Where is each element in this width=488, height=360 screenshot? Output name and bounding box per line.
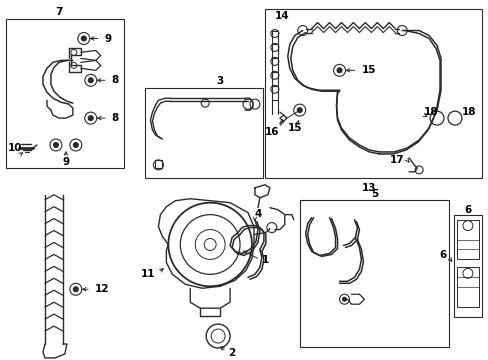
Circle shape — [88, 116, 93, 121]
Text: 8: 8 — [111, 113, 119, 123]
Text: 7: 7 — [55, 6, 62, 17]
Text: 5: 5 — [370, 189, 377, 199]
Text: 14: 14 — [274, 11, 288, 21]
Text: 18: 18 — [423, 107, 437, 117]
Bar — [456, 220, 478, 260]
Circle shape — [88, 78, 93, 83]
Bar — [264, 9, 481, 178]
Circle shape — [81, 36, 86, 41]
Circle shape — [342, 297, 346, 301]
Text: 10: 10 — [8, 143, 22, 153]
Bar — [6, 19, 123, 168]
Text: 9: 9 — [62, 157, 69, 167]
Text: 6: 6 — [439, 251, 446, 260]
Text: 1: 1 — [262, 255, 268, 265]
Text: 9: 9 — [104, 33, 112, 44]
Text: 17: 17 — [389, 155, 404, 165]
Circle shape — [73, 287, 78, 292]
Bar — [453, 215, 481, 317]
Circle shape — [336, 68, 341, 73]
Text: 3: 3 — [216, 76, 224, 86]
Text: 11: 11 — [141, 269, 155, 279]
Text: 6: 6 — [463, 205, 470, 215]
Text: 2: 2 — [227, 348, 235, 358]
Circle shape — [297, 108, 302, 113]
Text: 12: 12 — [95, 284, 109, 294]
Text: 16: 16 — [264, 127, 279, 137]
Text: 8: 8 — [111, 75, 119, 85]
Bar — [145, 88, 263, 178]
Text: 18: 18 — [461, 107, 475, 117]
Text: 15: 15 — [287, 123, 302, 133]
Circle shape — [73, 143, 78, 148]
Text: 15: 15 — [361, 66, 375, 75]
Circle shape — [53, 143, 58, 148]
Text: 4: 4 — [254, 209, 261, 219]
Text: 13: 13 — [362, 183, 376, 193]
Bar — [299, 200, 448, 347]
Bar — [456, 267, 478, 307]
